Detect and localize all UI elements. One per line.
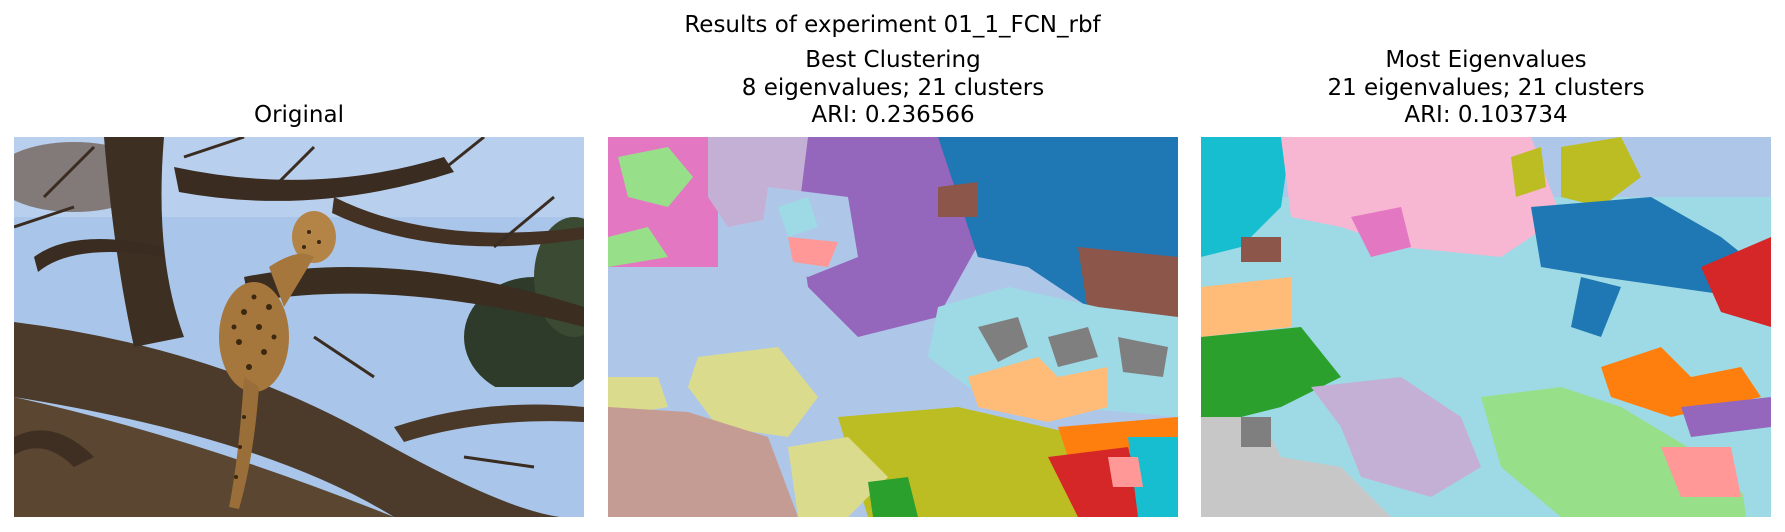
- panel-title-original: Original: [253, 102, 344, 128]
- leopard-photo: [14, 137, 584, 517]
- panel-subtitle-ari: ARI: 0.103734: [1404, 102, 1568, 128]
- figure-suptitle: Results of experiment 01_1_FCN_rbf: [684, 12, 1101, 38]
- original-image: [14, 137, 584, 517]
- panel-subtitle-eigenvalues: 8 eigenvalues; 21 clusters: [741, 75, 1045, 101]
- panel-subtitle-eigenvalues: 21 eigenvalues; 21 clusters: [1327, 75, 1645, 101]
- panel-subtitle-ari: ARI: 0.236566: [811, 102, 975, 128]
- most-eigenvalues-image: [1201, 137, 1771, 517]
- panel-original: Original: [14, 0, 584, 532]
- panel-best-clustering: Best Clustering 8 eigenvalues; 21 cluste…: [608, 0, 1178, 532]
- segmentation-map: [608, 137, 1178, 517]
- best-clustering-image: [608, 137, 1178, 517]
- panel-title-best-clustering: Best Clustering: [805, 47, 981, 73]
- panel-title-most-eigenvalues: Most Eigenvalues: [1385, 47, 1587, 73]
- panel-most-eigenvalues: Most Eigenvalues 21 eigenvalues; 21 clus…: [1201, 0, 1771, 532]
- segmentation-map: [1201, 137, 1771, 517]
